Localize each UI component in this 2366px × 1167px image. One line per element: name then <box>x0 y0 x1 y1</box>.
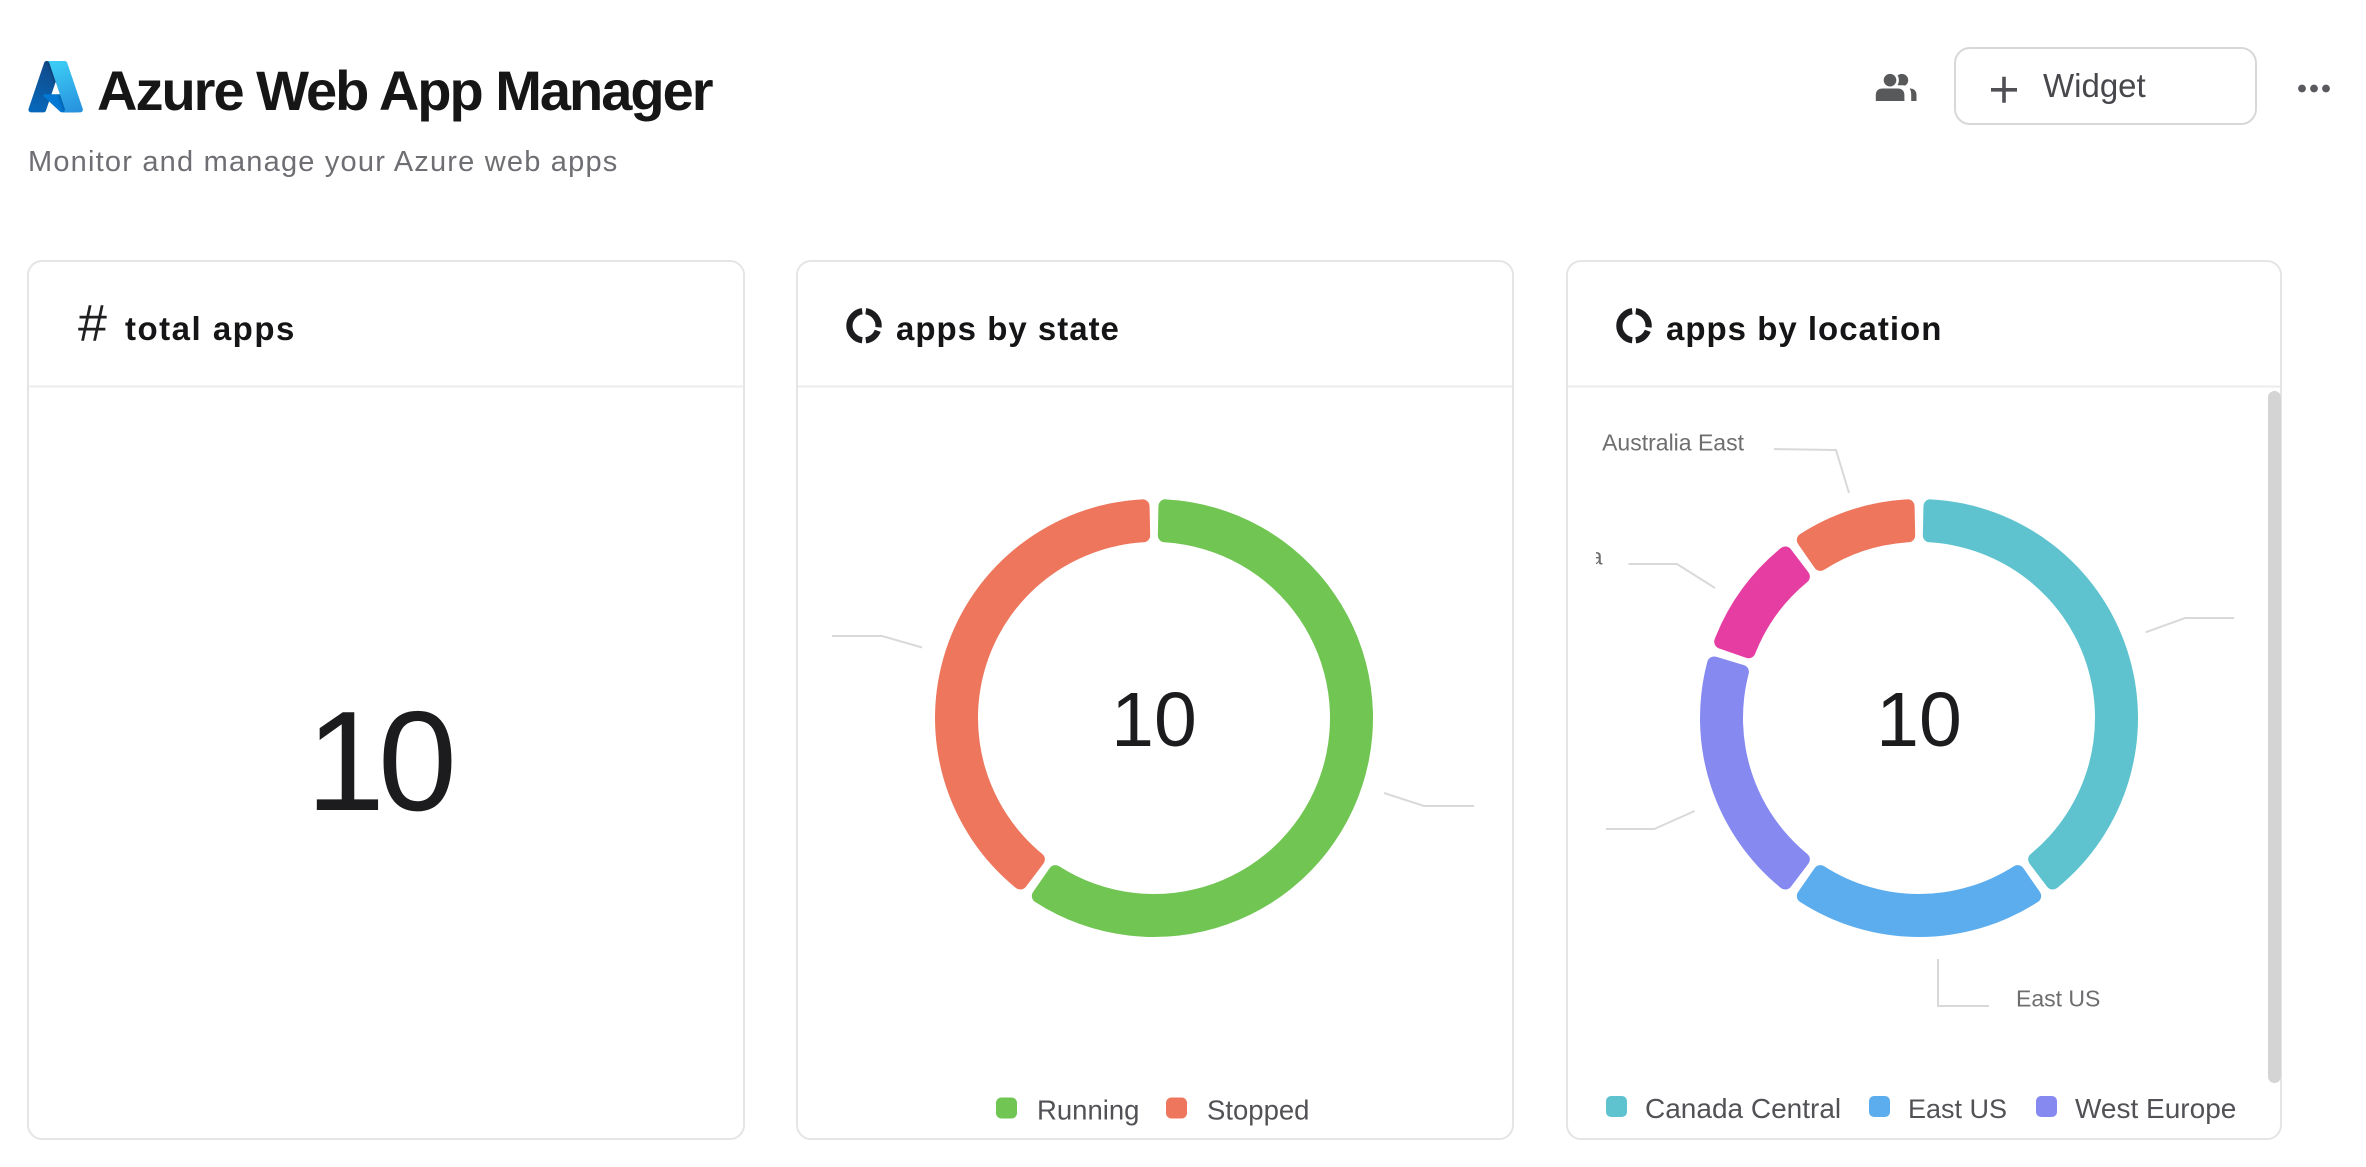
svg-text:Australia East: Australia East <box>1602 430 1745 456</box>
svg-text:East US: East US <box>1908 1094 2007 1124</box>
svg-text:Southeast Asia: Southeast Asia <box>1449 544 1603 570</box>
svg-text:Canada Central: Canada Central <box>1645 1093 1841 1124</box>
svg-text:10: 10 <box>306 682 452 841</box>
svg-text:#: # <box>78 295 107 353</box>
svg-text:apps by location: apps by location <box>1666 310 1942 347</box>
svg-text:West Europe: West Europe <box>2075 1093 2236 1124</box>
svg-text:Azure Web App Manager: Azure Web App Manager <box>97 59 713 122</box>
svg-text:10: 10 <box>1876 677 1962 763</box>
svg-text:apps by state: apps by state <box>896 310 1120 347</box>
svg-text:total apps: total apps <box>125 310 296 347</box>
svg-text:10: 10 <box>1111 677 1197 763</box>
svg-text:Widget: Widget <box>2043 67 2146 104</box>
svg-text:Running: Running <box>1037 1095 1139 1126</box>
svg-text:Stopped: Stopped <box>1207 1095 1309 1126</box>
svg-text:East US: East US <box>2016 986 2100 1012</box>
svg-text:Monitor and manage your Azure: Monitor and manage your Azure web apps <box>28 146 618 178</box>
